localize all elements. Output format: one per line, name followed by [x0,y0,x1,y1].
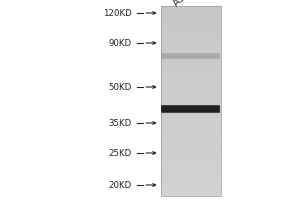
Text: 20KD: 20KD [109,180,132,190]
FancyBboxPatch shape [161,53,220,59]
Text: 25KD: 25KD [109,148,132,158]
Text: 50KD: 50KD [109,83,132,92]
Text: 120KD: 120KD [103,8,132,18]
Bar [160,6,220,196]
Text: A549: A549 [171,0,196,8]
Text: 35KD: 35KD [109,118,132,128]
FancyBboxPatch shape [161,105,220,113]
Text: 90KD: 90KD [109,38,132,47]
